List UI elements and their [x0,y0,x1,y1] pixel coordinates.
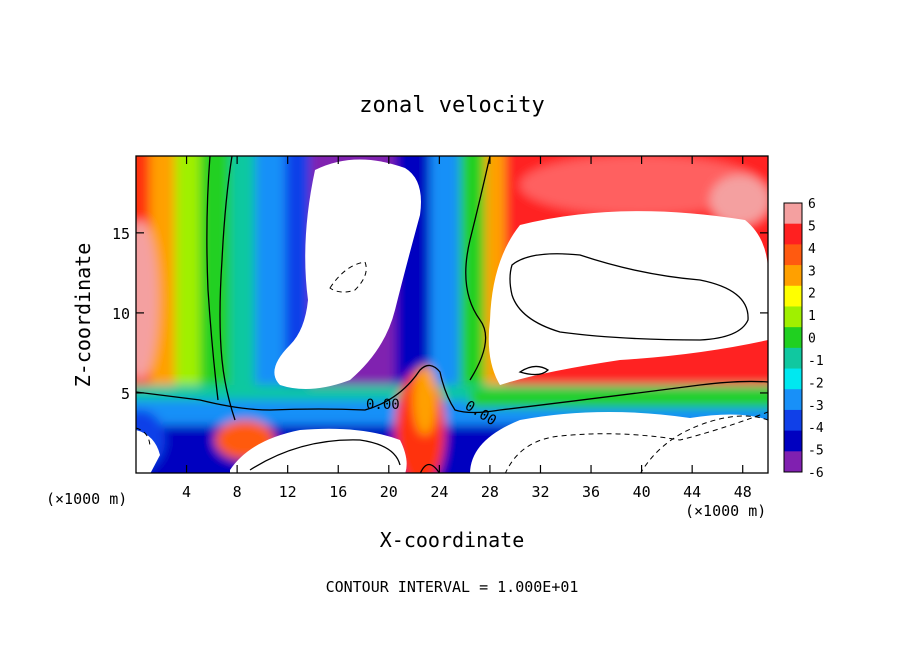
x-tick-label: 8 [233,483,242,501]
x-tick-label: 40 [633,483,651,501]
colorbar-label: 5 [808,219,816,234]
y-tick-label: 15 [112,225,130,243]
x-axis-label: X-coordinate [380,528,525,552]
colorbar-swatch [784,347,802,370]
colorbar-label: 1 [808,309,816,324]
x-tick-label: 24 [430,483,448,501]
colorbar-label: 3 [808,264,816,279]
chart-title: zonal velocity [359,93,544,118]
contour-interval-footer: CONTOUR INTERVAL = 1.000E+01 [326,578,579,596]
contour-label: 0.00 [366,397,400,413]
colorbar-swatch [784,389,802,411]
colorbar-swatch [784,430,802,452]
colorbar-swatch [784,451,802,473]
colorbar-swatch [784,409,802,432]
x-tick-label: 4 [182,483,191,501]
colorbar-swatch [784,368,802,390]
heatmap-field [136,156,768,473]
y-tick-label: 5 [121,385,130,403]
colorbar-label: -1 [808,354,824,369]
y-tick-label: 10 [112,305,130,323]
x-ticks: 4 8 12 16 20 24 28 32 36 40 44 48 [182,156,752,501]
colorbar-swatch [784,223,802,245]
colorbar-swatch [784,285,802,307]
x-tick-label: 32 [531,483,549,501]
colorbar-label: -3 [808,399,824,414]
colorbar: 6 5 4 3 2 1 0 -1 -2 -3 -4 -5 -6 [783,197,824,481]
y-axis-label: Z-coordinate [71,243,95,388]
x-tick-label: 12 [279,483,297,501]
colorbar-swatch [784,327,802,349]
colorbar-label: -5 [808,444,824,459]
colorbar-frame [783,202,803,473]
colorbar-label: 4 [808,242,816,257]
colorbar-label: -2 [808,376,824,391]
colorbar-label: 6 [808,197,816,212]
y-ticks: 5 10 15 [112,225,768,403]
x-axis-unit-right: (×1000 m) [685,502,766,520]
colorbar-label: 2 [808,287,816,302]
colorbar-swatch [784,244,802,266]
colorbar-swatch [784,265,802,287]
x-tick-label: 20 [380,483,398,501]
colorbar-swatch [784,203,802,225]
colorbar-label: 0 [808,332,816,347]
x-tick-label: 48 [734,483,752,501]
x-tick-label: 28 [481,483,499,501]
colorbar-label: -6 [808,466,824,481]
x-tick-label: 16 [329,483,347,501]
x-tick-label: 36 [582,483,600,501]
colorbar-label: -4 [808,421,824,436]
colorbar-swatch [784,306,802,328]
plot-frame [135,155,769,474]
x-axis-unit-left: (×1000 m) [46,490,127,508]
x-tick-label: 44 [683,483,701,501]
